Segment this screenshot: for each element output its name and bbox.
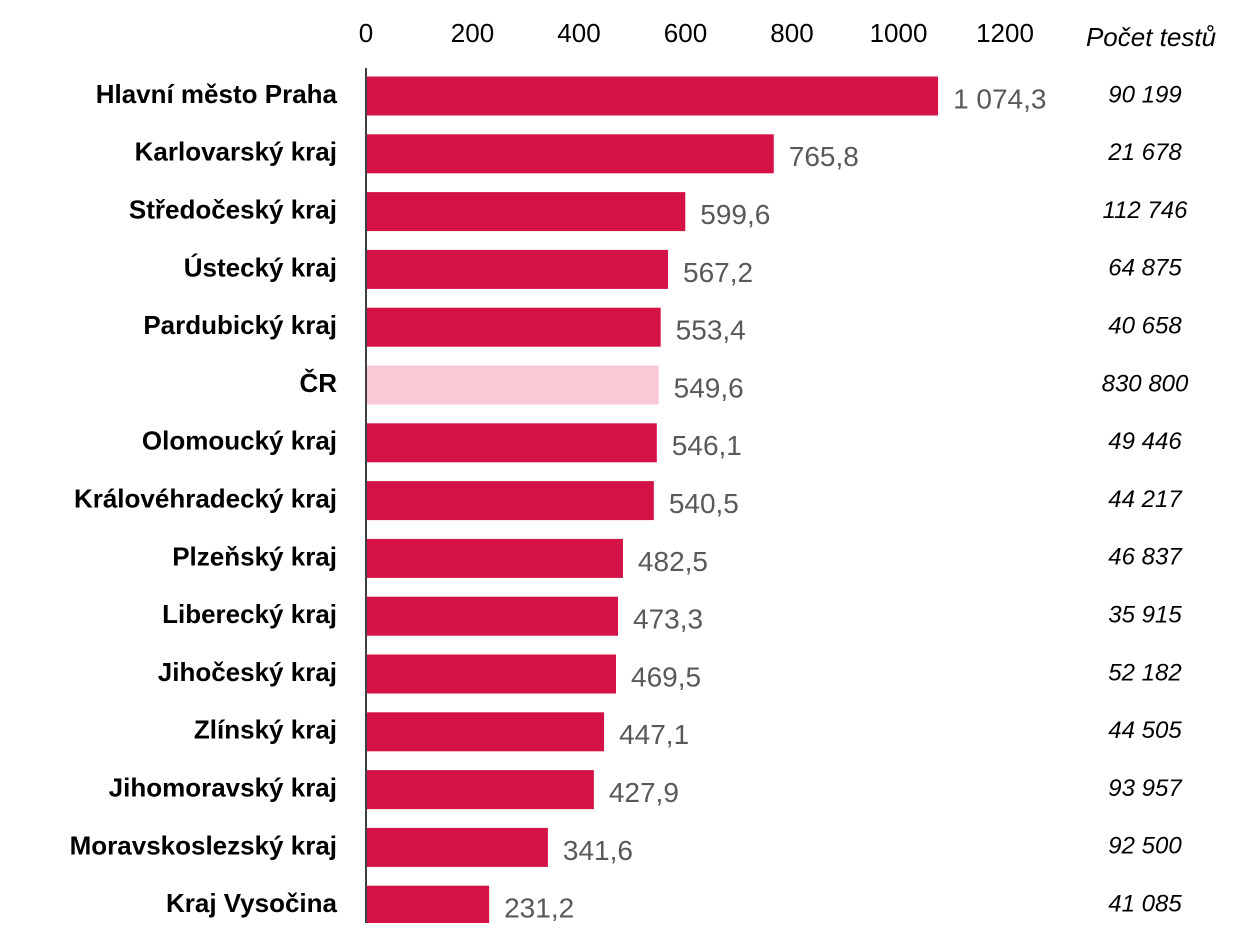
- category-label: Plzeňský kraj: [172, 541, 337, 571]
- category-label: Kraj Vysočina: [166, 888, 338, 918]
- value-label: 546,1: [672, 430, 742, 461]
- bar: [367, 712, 605, 752]
- category-label: Královéhradecký kraj: [74, 483, 337, 513]
- test-count-value: 64 875: [1108, 255, 1182, 282]
- test-count-value: 49 446: [1108, 428, 1182, 455]
- x-tick-label: 800: [770, 18, 813, 48]
- category-label: Ústecký kraj: [184, 252, 337, 282]
- category-label: Pardubický kraj: [143, 310, 337, 340]
- category-label: Zlínský kraj: [194, 715, 337, 745]
- test-count-value: 830 800: [1102, 370, 1189, 397]
- x-tick-label: 200: [451, 18, 494, 48]
- value-label: 553,4: [676, 315, 746, 346]
- value-label: 567,2: [683, 257, 753, 288]
- category-label: Liberecký kraj: [162, 599, 337, 629]
- test-count-value: 52 182: [1108, 659, 1181, 686]
- value-label: 599,6: [700, 199, 770, 230]
- test-count-value: 21 678: [1107, 139, 1182, 166]
- bar: [367, 827, 548, 867]
- bar: [367, 307, 661, 347]
- bar-layer: [367, 76, 939, 925]
- bar: [367, 192, 686, 232]
- x-tick-label: 1000: [870, 18, 928, 48]
- bar: [367, 770, 594, 810]
- value-label: 540,5: [669, 488, 739, 519]
- bar: [367, 654, 617, 694]
- test-count-value: 93 957: [1108, 775, 1183, 802]
- value-label: 482,5: [638, 546, 708, 577]
- value-label: 427,9: [609, 777, 679, 808]
- bar: [367, 538, 623, 578]
- test-count-value: 44 505: [1108, 717, 1182, 744]
- bar: [367, 249, 669, 289]
- test-count-value: 46 837: [1108, 544, 1183, 571]
- bar-highlight: [367, 365, 659, 405]
- category-label: Hlavní město Praha: [96, 79, 338, 109]
- category-label: Olomoucký kraj: [142, 426, 337, 456]
- bar: [367, 423, 657, 463]
- x-tick-label: 600: [664, 18, 707, 48]
- x-tick-label: 0: [359, 18, 373, 48]
- category-label: Jihočeský kraj: [158, 657, 337, 687]
- category-label: ČR: [299, 368, 337, 398]
- value-label: 447,1: [619, 719, 689, 750]
- category-label: Středočeský kraj: [129, 194, 337, 224]
- value-label: 765,8: [789, 141, 859, 172]
- text-layer: 0 200 400 600 800 1000 1200 Počet testů Hlavní m…: [70, 18, 1216, 924]
- test-count-value: 41 085: [1108, 891, 1182, 918]
- x-tick-label: 1200: [976, 18, 1034, 48]
- test-count-value: 92 500: [1108, 833, 1182, 860]
- bar: [367, 885, 490, 925]
- value-label: 341,6: [563, 835, 633, 866]
- test-count-value: 44 217: [1108, 486, 1183, 513]
- test-count-value: 40 658: [1108, 313, 1182, 340]
- test-count-value: 112 746: [1103, 197, 1189, 224]
- category-label: Jihomoravský kraj: [109, 772, 337, 802]
- value-label: 1 074,3: [953, 83, 1046, 114]
- test-count-value: 35 915: [1108, 602, 1182, 629]
- x-tick-label: 400: [557, 18, 600, 48]
- value-label: 473,3: [633, 604, 703, 635]
- test-count-value: 90 199: [1108, 81, 1181, 108]
- value-label: 549,6: [674, 372, 744, 403]
- value-label: 469,5: [631, 661, 701, 692]
- secondary-column-header: Počet testů: [1086, 22, 1216, 52]
- value-label: 231,2: [504, 893, 574, 923]
- category-label: Karlovarský kraj: [135, 137, 337, 167]
- category-label: Moravskoslezský kraj: [70, 830, 337, 860]
- bar: [367, 76, 939, 116]
- bar: [367, 596, 619, 636]
- bar: [367, 134, 774, 174]
- bar: [367, 481, 654, 521]
